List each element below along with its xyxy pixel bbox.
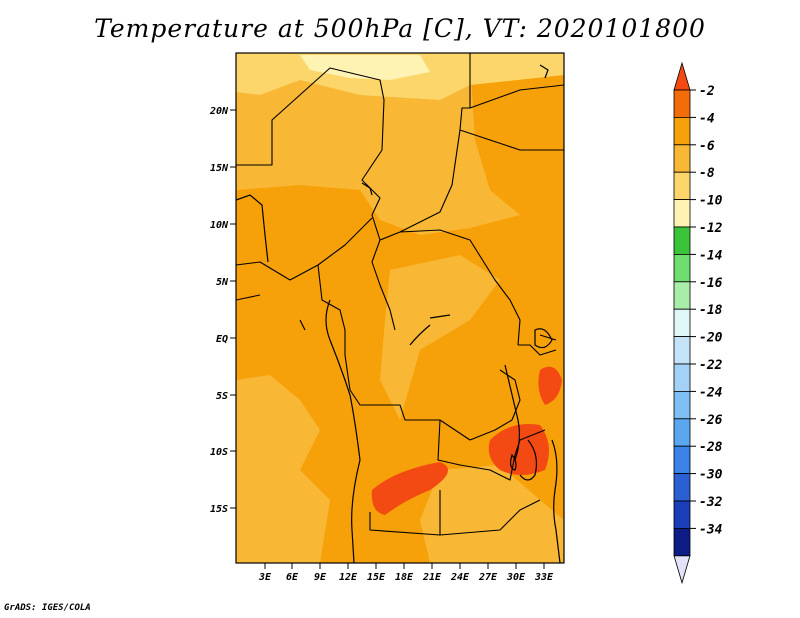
colorbar-label: -24 — [699, 385, 723, 400]
field-region-mild-se — [420, 465, 564, 563]
colorbar-swatch — [673, 473, 691, 502]
colorbar-min-arrow — [673, 555, 691, 585]
colorbar-label: -30 — [699, 468, 723, 483]
lon-tick-label: 27E — [478, 572, 498, 583]
colorbar-swatch — [673, 308, 691, 338]
colorbar-label: -18 — [699, 303, 723, 318]
colorbar-label: -8 — [699, 166, 715, 181]
map-frame — [235, 52, 565, 564]
lon-tick-label: 3E — [258, 572, 272, 583]
colorbar-label: -28 — [699, 440, 723, 455]
field-region-mild-center — [380, 255, 500, 420]
lon-tick-label: 6E — [286, 572, 299, 583]
lon-tick-label: 18E — [395, 572, 414, 583]
credit-label: GrADS: IGES/COLA — [4, 603, 91, 613]
colorbar-label: -34 — [699, 522, 723, 537]
lon-tick-label: 21E — [422, 572, 442, 583]
field-region-warmest-3 — [538, 366, 562, 405]
lat-tick-label: 20N — [209, 106, 229, 117]
colorbar-swatch — [673, 281, 691, 310]
lon-tick-label: 24E — [450, 572, 470, 583]
temperature-field — [236, 53, 564, 563]
lon-axis — [264, 563, 545, 569]
colorbar-label: -22 — [699, 358, 723, 373]
colorbar-swatch — [673, 253, 691, 283]
colorbar-swatch — [673, 528, 691, 557]
colorbar-label: -14 — [699, 248, 723, 263]
colorbar-swatch — [673, 418, 691, 447]
colorbar-label: -20 — [699, 331, 723, 346]
lat-tick-label: 10N — [210, 220, 229, 231]
colorbar-swatch — [673, 117, 691, 146]
lat-tick-label: 5N — [216, 277, 229, 288]
field-region-warmest-2 — [488, 424, 549, 475]
colorbar-label: -32 — [699, 495, 723, 510]
lon-tick-label: 33E — [534, 572, 554, 583]
lat-tick-label: 10S — [210, 447, 228, 458]
lon-tick-label: 9E — [314, 572, 327, 583]
coastlines — [236, 64, 561, 563]
field-region-warmest-1 — [371, 462, 448, 515]
colorbar-label: -12 — [699, 221, 723, 236]
lon-tick-label: 12E — [339, 572, 358, 583]
colorbar-swatch — [673, 144, 691, 173]
colorbar-swatch — [673, 199, 691, 228]
colorbar-label: -26 — [699, 413, 723, 428]
colorbar-swatch — [673, 445, 691, 475]
colorbar-swatch — [673, 500, 691, 529]
lat-tick-label: 5S — [216, 391, 228, 402]
field-region-warm-east — [470, 60, 564, 215]
colorbar-swatch — [673, 363, 691, 392]
colorbar-label: -10 — [699, 194, 723, 209]
colorbar-label: -2 — [699, 84, 715, 99]
colorbar: -2 -4 -6 -8 -10 -12 -14 -16 -18 -20 -22 -24 -26 -28 -3… — [673, 61, 723, 585]
colorbar-swatch — [673, 171, 691, 200]
field-region-coolest — [300, 55, 430, 80]
map-title: Temperature at 500hPa [C], VT: 202010180… — [94, 14, 706, 43]
colorbar-swatch — [673, 336, 691, 365]
lat-tick-label: EQ — [216, 334, 228, 345]
colorbar-label: -6 — [699, 139, 715, 154]
colorbar-label: -4 — [699, 111, 715, 126]
colorbar-swatch — [673, 89, 691, 118]
field-region-mild-south — [236, 375, 330, 563]
lat-tick-label: 15S — [210, 504, 228, 515]
colorbar-max-arrow — [673, 61, 691, 91]
lat-tick-label: 15N — [210, 163, 229, 174]
lat-axis — [230, 109, 236, 509]
lon-tick-label: 30E — [506, 572, 526, 583]
country-borders — [236, 53, 564, 536]
colorbar-swatch — [673, 226, 691, 255]
colorbar-swatch — [673, 390, 691, 420]
colorbar-label: -16 — [699, 276, 723, 291]
lon-tick-label: 15E — [367, 572, 386, 583]
